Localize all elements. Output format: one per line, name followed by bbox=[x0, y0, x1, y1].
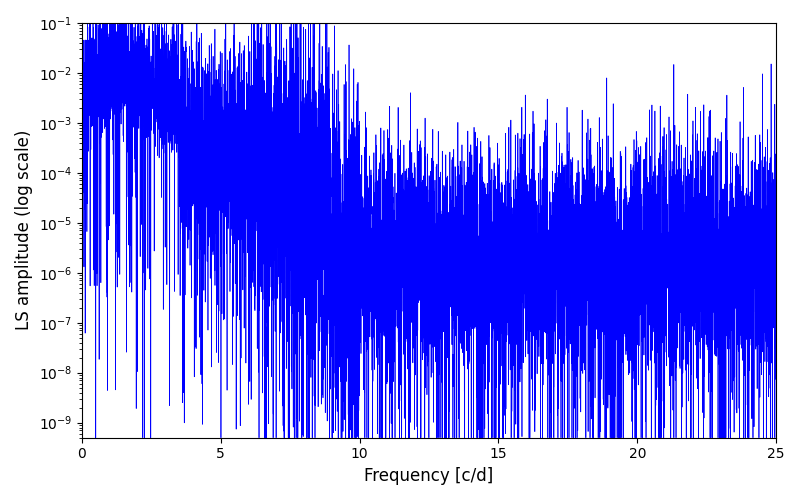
X-axis label: Frequency [c/d]: Frequency [c/d] bbox=[364, 467, 494, 485]
Y-axis label: LS amplitude (log scale): LS amplitude (log scale) bbox=[15, 130, 33, 330]
